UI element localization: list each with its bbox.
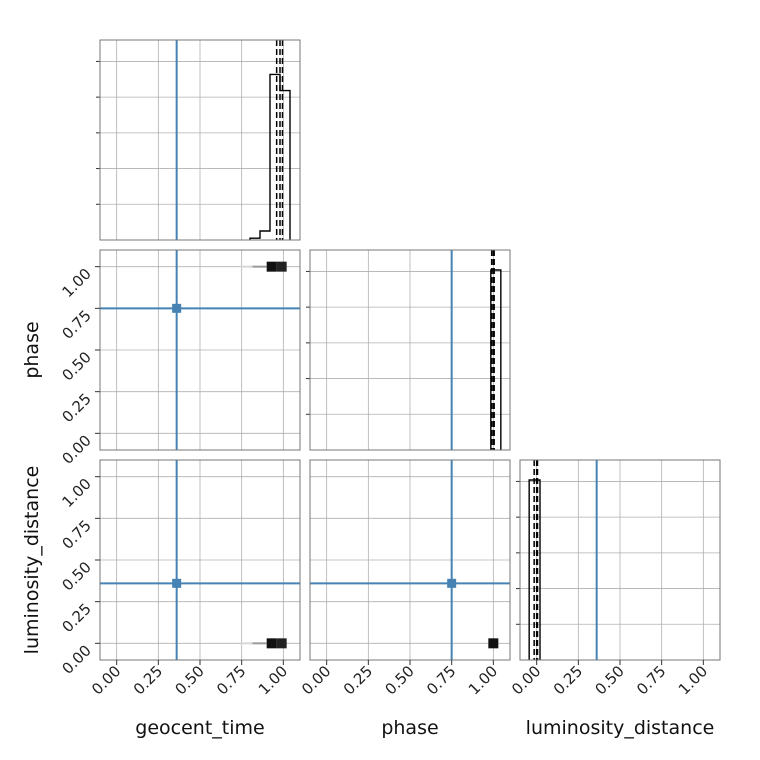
y-tick-label: 0.75 xyxy=(58,516,94,552)
x-tick-label: 0.25 xyxy=(340,662,376,698)
y-tick-label: 1.00 xyxy=(58,475,94,511)
x-tick-label: 0.50 xyxy=(381,662,417,698)
y-axis-label: luminosity_distance xyxy=(21,466,43,655)
panel-hist-luminosity_distance xyxy=(516,459,721,661)
sample-point xyxy=(266,638,277,649)
panel-border xyxy=(309,249,511,451)
truth-marker xyxy=(172,303,182,313)
panel-phase-vs-luminosity_distance xyxy=(309,459,511,661)
sample-point xyxy=(240,642,253,645)
y-tick-label: 0.25 xyxy=(58,390,94,426)
x-tick-label: 1.00 xyxy=(255,662,291,698)
y-tick-label: 0.75 xyxy=(58,306,94,342)
histogram-bar xyxy=(249,73,291,240)
y-tick-label: 0.00 xyxy=(58,641,94,677)
x-tick-label: 0.25 xyxy=(130,662,166,698)
y-tick-label: 0.50 xyxy=(58,558,94,594)
x-tick-label: 0.50 xyxy=(591,662,627,698)
y-tick-label: 1.00 xyxy=(58,265,94,301)
x-tick-label: 0.50 xyxy=(171,662,207,698)
x-tick-label: 0.25 xyxy=(550,662,586,698)
panel-hist-geocent_time xyxy=(96,39,301,241)
sample-point xyxy=(240,265,253,268)
x-axis-label: geocent_time xyxy=(135,717,264,739)
panel-hist-phase xyxy=(306,249,511,451)
sample-point xyxy=(266,261,277,272)
x-axis-label: phase xyxy=(381,717,438,739)
x-axis-label: luminosity_distance xyxy=(526,717,715,739)
x-tick-label: 1.00 xyxy=(675,662,711,698)
histogram-bar xyxy=(490,269,502,450)
sample-point xyxy=(250,265,267,268)
x-tick-label: 0.00 xyxy=(298,662,334,698)
panel-geocent_time-vs-phase xyxy=(99,249,301,451)
panel-geocent_time-vs-luminosity_distance xyxy=(99,459,301,661)
panel-border xyxy=(99,39,301,241)
truth-marker xyxy=(447,578,457,588)
truth-marker xyxy=(172,578,182,588)
sample-point xyxy=(276,261,287,272)
x-tick-label: 1.00 xyxy=(465,662,501,698)
y-tick-label: 0.50 xyxy=(58,348,94,384)
sample-point xyxy=(250,642,267,645)
x-tick-label: 0.75 xyxy=(213,662,249,698)
x-tick-label: 0.00 xyxy=(88,662,124,698)
x-tick-label: 0.75 xyxy=(423,662,459,698)
x-tick-label: 0.75 xyxy=(633,662,669,698)
y-tick-label: 0.25 xyxy=(58,600,94,636)
x-tick-label: 0.00 xyxy=(508,662,544,698)
y-axis-label: phase xyxy=(21,321,43,378)
y-tick-label: 0.00 xyxy=(58,431,94,467)
sample-point xyxy=(276,638,287,649)
sample-point xyxy=(488,638,499,649)
